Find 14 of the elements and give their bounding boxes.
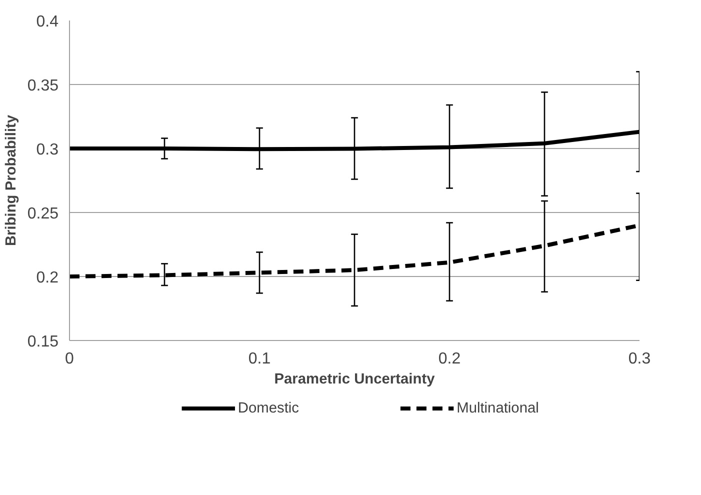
- y-tick-label: 0.15: [27, 334, 59, 350]
- x-tick-label: 0.1: [248, 350, 271, 368]
- x-tick-label: 0.2: [438, 350, 461, 368]
- y-tick-label: 0.4: [36, 14, 59, 30]
- x-tick-label: 0: [65, 350, 74, 368]
- y-tick-label: 0.35: [27, 78, 59, 94]
- y-tick-label: 0.3: [36, 142, 59, 158]
- x-tick-label: 0.3: [628, 350, 651, 368]
- y-tick-label: 0.2: [36, 270, 59, 286]
- y-axis-title: Bribing Probability: [3, 114, 20, 246]
- legend-label: Multinational: [456, 400, 539, 416]
- legend-label: Domestic: [238, 400, 300, 416]
- y-tick-label: 0.25: [27, 206, 59, 222]
- x-axis-title: Parametric Uncertainty: [274, 372, 436, 388]
